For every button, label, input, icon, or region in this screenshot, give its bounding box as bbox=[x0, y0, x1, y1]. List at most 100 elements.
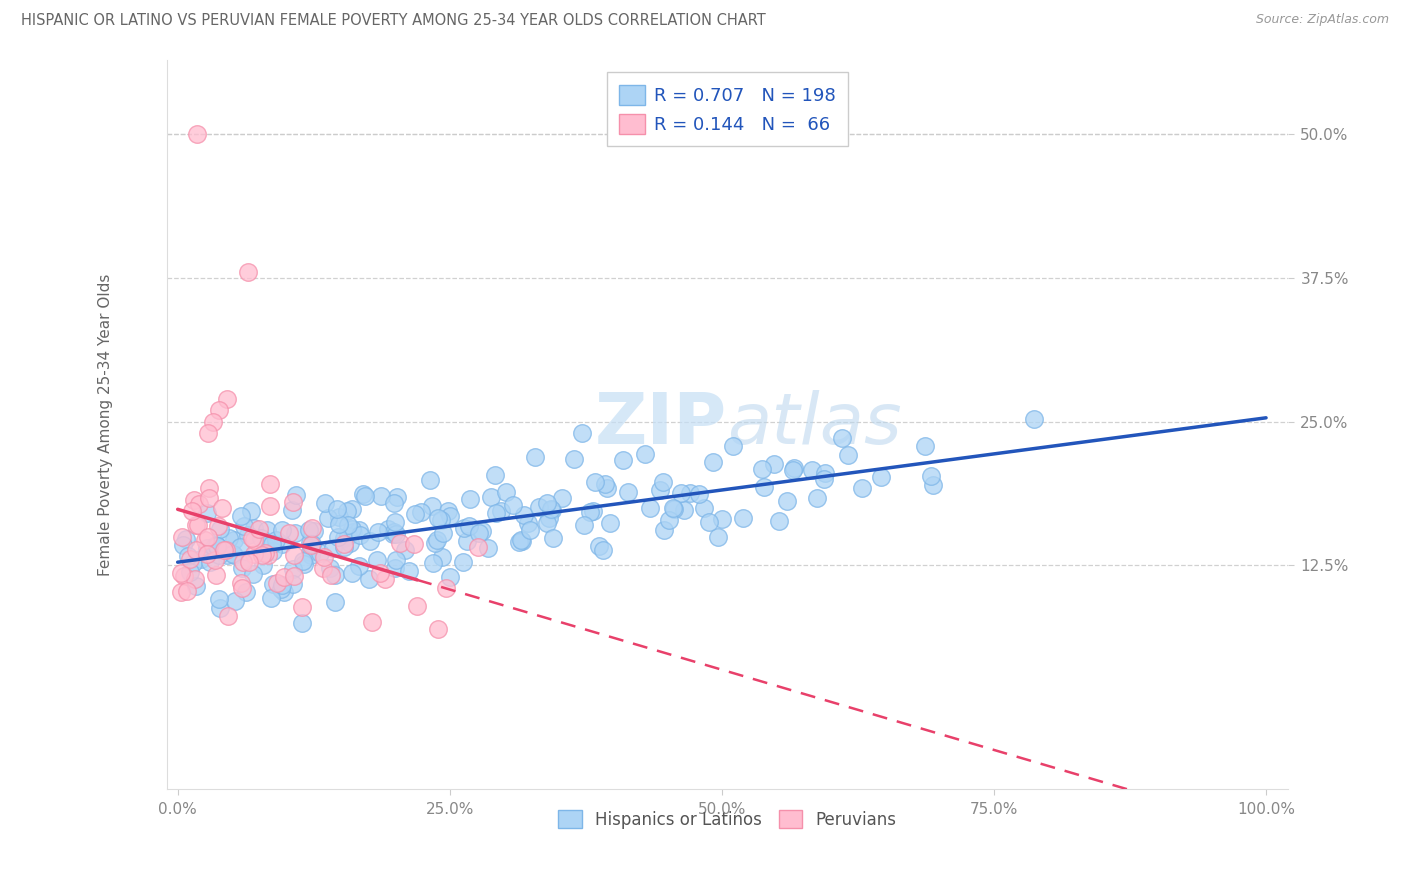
Point bbox=[176, 549, 198, 563]
Point bbox=[782, 461, 804, 475]
Point bbox=[299, 545, 322, 559]
Point bbox=[402, 537, 425, 551]
Point bbox=[495, 484, 517, 499]
Point bbox=[512, 508, 534, 523]
Point bbox=[349, 528, 371, 542]
Point bbox=[284, 525, 307, 540]
Point bbox=[326, 501, 349, 516]
Point bbox=[588, 540, 610, 554]
Point bbox=[359, 572, 381, 586]
Point bbox=[489, 504, 512, 518]
Point bbox=[204, 542, 226, 557]
Point bbox=[426, 533, 449, 547]
Point bbox=[370, 489, 392, 503]
Point bbox=[273, 584, 295, 599]
Text: atlas: atlas bbox=[727, 390, 901, 458]
Point bbox=[731, 511, 754, 525]
Point bbox=[394, 543, 416, 558]
Point bbox=[238, 265, 260, 279]
Point bbox=[236, 528, 259, 542]
Point bbox=[388, 536, 411, 550]
Point bbox=[508, 534, 530, 549]
Point bbox=[468, 526, 491, 541]
Point bbox=[201, 415, 224, 429]
Point bbox=[314, 496, 336, 510]
Point bbox=[509, 533, 531, 547]
Point bbox=[311, 561, 333, 575]
Point bbox=[232, 555, 254, 569]
Point bbox=[301, 549, 323, 563]
Text: Source: ZipAtlas.com: Source: ZipAtlas.com bbox=[1256, 13, 1389, 27]
Point bbox=[922, 478, 945, 492]
Point bbox=[238, 555, 260, 569]
Point bbox=[183, 493, 205, 508]
Point bbox=[423, 536, 446, 550]
Point bbox=[768, 514, 790, 528]
Point bbox=[252, 558, 274, 572]
Point bbox=[240, 504, 263, 518]
Point bbox=[281, 502, 304, 516]
Point bbox=[688, 487, 710, 501]
Point bbox=[763, 458, 786, 472]
Point bbox=[837, 448, 859, 462]
Point bbox=[652, 475, 675, 490]
Point bbox=[612, 452, 634, 467]
Point bbox=[429, 513, 451, 527]
Point bbox=[384, 496, 406, 510]
Point bbox=[235, 584, 257, 599]
Point bbox=[335, 504, 357, 518]
Point bbox=[342, 566, 364, 580]
Point bbox=[650, 483, 672, 497]
Point bbox=[540, 502, 562, 516]
Point bbox=[207, 519, 229, 533]
Point bbox=[283, 548, 305, 562]
Point bbox=[281, 494, 304, 508]
Point bbox=[195, 547, 218, 561]
Point bbox=[301, 536, 323, 550]
Point bbox=[224, 549, 246, 563]
Point bbox=[190, 552, 212, 566]
Point bbox=[281, 577, 304, 591]
Point bbox=[321, 567, 343, 582]
Point bbox=[457, 518, 479, 533]
Point bbox=[260, 537, 283, 551]
Point bbox=[352, 487, 374, 501]
Point bbox=[814, 466, 837, 480]
Point bbox=[368, 566, 391, 581]
Point bbox=[697, 515, 720, 529]
Point bbox=[366, 552, 388, 566]
Point bbox=[707, 530, 730, 544]
Text: ZIP: ZIP bbox=[595, 390, 727, 458]
Point bbox=[257, 548, 280, 562]
Point bbox=[342, 523, 364, 537]
Point bbox=[467, 541, 489, 555]
Point bbox=[215, 549, 238, 563]
Point bbox=[195, 506, 218, 520]
Point bbox=[198, 491, 221, 506]
Point bbox=[208, 592, 231, 607]
Point bbox=[382, 524, 405, 539]
Point bbox=[662, 502, 685, 516]
Point bbox=[869, 470, 891, 484]
Point bbox=[436, 504, 458, 518]
Point bbox=[229, 540, 252, 554]
Point bbox=[260, 591, 283, 606]
Point bbox=[574, 518, 596, 533]
Point bbox=[661, 501, 683, 516]
Point bbox=[702, 455, 724, 469]
Point bbox=[851, 481, 873, 495]
Point bbox=[333, 537, 356, 551]
Point bbox=[207, 539, 229, 553]
Point bbox=[751, 461, 773, 475]
Point bbox=[754, 480, 776, 494]
Point bbox=[519, 523, 541, 537]
Point bbox=[221, 547, 243, 561]
Point bbox=[679, 486, 702, 500]
Point bbox=[456, 534, 478, 549]
Point bbox=[439, 569, 461, 583]
Point bbox=[336, 529, 359, 543]
Point bbox=[367, 524, 389, 539]
Point bbox=[333, 541, 356, 555]
Point bbox=[1024, 412, 1046, 426]
Point bbox=[224, 594, 246, 608]
